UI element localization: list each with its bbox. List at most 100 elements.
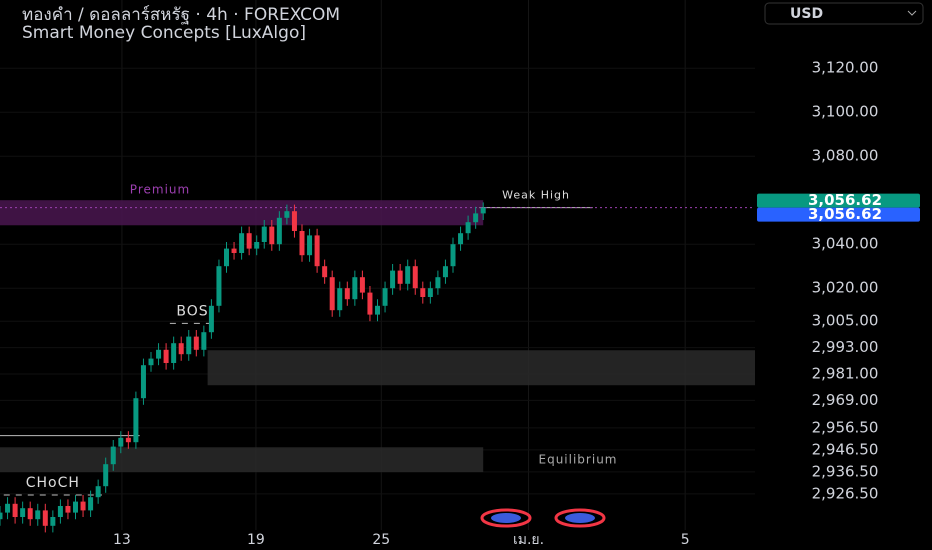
dropdown-arrow <box>907 10 917 16</box>
zone <box>0 200 484 226</box>
candle-body <box>314 235 320 267</box>
candle-body <box>329 277 335 311</box>
y-tick-label: 2,926.50 <box>812 484 879 502</box>
candle-body <box>42 510 48 526</box>
zone-label: Premium <box>130 183 190 197</box>
candle-body <box>427 288 433 297</box>
candle-body <box>163 349 169 363</box>
candle-body <box>465 222 471 234</box>
x-tick-label: เม.ย. <box>513 532 544 548</box>
candle-body <box>307 235 313 256</box>
x-tick-label: 5 <box>681 532 690 548</box>
candle-body <box>284 211 290 218</box>
candle-body <box>246 233 252 249</box>
candle-body <box>390 270 396 289</box>
candle-body <box>148 358 154 366</box>
candle-body <box>420 288 426 297</box>
candle-body <box>140 365 146 399</box>
candle-body <box>359 277 365 293</box>
candle-body <box>20 508 26 517</box>
candle-body <box>231 248 237 253</box>
currency-label[interactable]: USD <box>790 6 823 22</box>
candle-body <box>412 266 418 289</box>
candle-body <box>57 506 63 517</box>
candle-body <box>299 231 305 256</box>
y-tick-label: 3,080.00 <box>812 147 879 165</box>
candle-body <box>73 501 78 513</box>
y-tick-label: 3,005.00 <box>812 312 879 330</box>
candle-body <box>261 226 267 242</box>
candle-body <box>0 512 3 520</box>
candle-body <box>375 305 380 315</box>
zone-label: Equilibrium <box>539 453 618 467</box>
candle-body <box>291 211 297 231</box>
y-tick-label: 3,040.00 <box>812 235 879 253</box>
candle-body <box>80 501 86 511</box>
indicator-title: Smart Money Concepts [LuxAlgo] <box>22 23 306 43</box>
symbol-title: ทองคำ / ดอลลาร์สหรัฐ · 4h · FOREXCOM <box>22 5 340 25</box>
candle-body <box>216 266 222 306</box>
candle-body <box>208 305 214 333</box>
candle-body <box>442 266 448 278</box>
candle-body <box>50 517 56 526</box>
x-tick-label: 25 <box>372 532 390 548</box>
y-tick-label: 2,981.00 <box>812 365 879 383</box>
candle-body <box>88 497 94 511</box>
candle-body <box>27 508 33 520</box>
y-tick-label: 2,946.50 <box>812 440 879 458</box>
price-tag-label: 3,056.62 <box>808 191 882 209</box>
candle-body <box>12 503 18 517</box>
candle-body <box>352 277 358 300</box>
candle-body <box>95 486 101 498</box>
zone <box>207 350 755 386</box>
zone <box>0 447 484 473</box>
candle-body <box>5 503 11 513</box>
price-tag-label: 3,056.62 <box>808 205 882 223</box>
candle-body <box>125 437 131 443</box>
candle-body <box>110 446 116 465</box>
candle-body <box>276 217 282 245</box>
y-tick-label: 2,936.50 <box>812 462 879 480</box>
candle-body <box>193 336 199 350</box>
y-tick-label: 2,993.00 <box>812 338 879 356</box>
structure-label: Weak High <box>502 189 570 202</box>
candle-body <box>367 292 373 315</box>
candle-body <box>186 336 192 355</box>
y-tick-label: 3,120.00 <box>812 59 879 77</box>
candle-body <box>450 244 456 267</box>
candle-body <box>224 248 229 267</box>
candle-body <box>397 270 403 284</box>
candle-body <box>118 437 124 447</box>
currency-button[interactable] <box>764 2 924 25</box>
candle-body <box>344 288 350 300</box>
candle-body <box>405 266 411 284</box>
candle-body <box>65 506 71 513</box>
candle-body <box>103 464 109 487</box>
candle-body <box>435 277 441 289</box>
candle-body <box>382 288 388 306</box>
price-tag <box>757 193 920 208</box>
candle-body <box>473 213 479 223</box>
candle-body <box>322 266 328 278</box>
candle-body <box>133 398 139 443</box>
y-tick-label: 3,100.00 <box>812 103 879 121</box>
candle-body <box>254 242 260 249</box>
event-icon[interactable] <box>480 508 532 528</box>
y-tick-label: 2,956.50 <box>812 418 879 436</box>
x-tick-label: 13 <box>113 532 131 548</box>
structure-label: CHoCH <box>26 475 80 491</box>
x-tick-label: 19 <box>247 532 265 548</box>
candle-body <box>480 207 486 214</box>
candle-body <box>201 332 207 350</box>
candle-body <box>156 349 162 359</box>
event-icon[interactable] <box>554 508 606 528</box>
price-tag <box>757 207 920 222</box>
structure-label: BOS <box>176 303 208 319</box>
candle-body <box>269 226 275 245</box>
candle-body <box>239 233 245 253</box>
candle-body <box>458 233 464 245</box>
candle-body <box>171 343 177 363</box>
